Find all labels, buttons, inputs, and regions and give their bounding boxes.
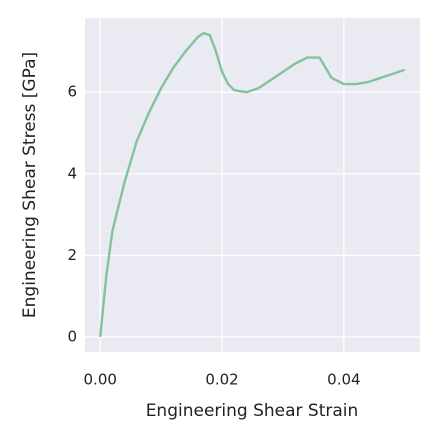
y-tick-label: 4 [67, 164, 77, 182]
y-tick-label: 2 [67, 246, 77, 264]
x-tick-label: 0.02 [205, 371, 238, 389]
x-tick-label: 0.04 [327, 371, 360, 389]
data-line [99, 31, 406, 338]
x-tick-label: 0.00 [84, 371, 117, 389]
plot-area [85, 18, 420, 352]
x-axis-label: Engineering Shear Strain [146, 401, 359, 421]
y-axis-label: Engineering Shear Stress [GPa] [20, 52, 40, 318]
y-tick-label: 6 [67, 83, 77, 101]
y-tick-label: 0 [67, 327, 77, 345]
